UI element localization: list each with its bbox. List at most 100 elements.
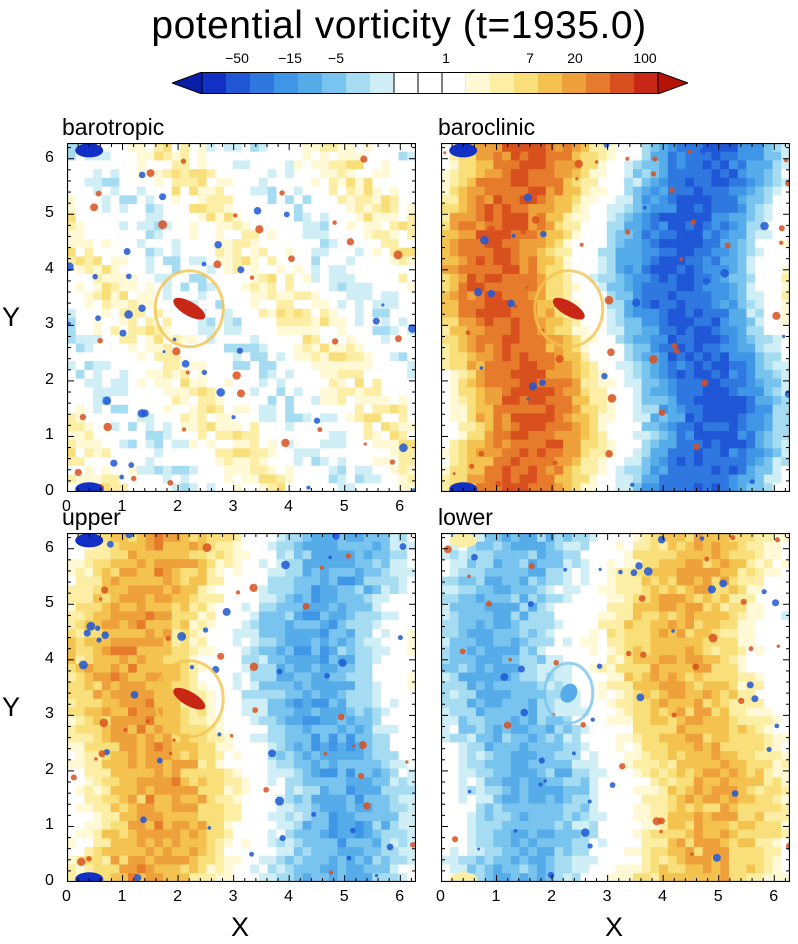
heatmap-cell: [250, 655, 260, 665]
heatmap-cell: [67, 300, 77, 310]
heatmap-cell: [545, 465, 555, 476]
heatmap-cell: [93, 698, 103, 708]
heatmap-cell: [354, 361, 365, 371]
heatmap-cell: [346, 413, 356, 423]
heatmap-cell: [702, 326, 712, 336]
heatmap-cell: [197, 204, 208, 214]
heatmap-cell: [328, 387, 338, 397]
heatmap-cell: [320, 474, 330, 484]
heatmap-cell: [250, 343, 260, 353]
heatmap-cell: [763, 256, 774, 266]
heatmap-cell: [206, 550, 216, 560]
heatmap-cell: [136, 812, 147, 822]
heatmap-cell: [258, 483, 269, 492]
heatmap-cell: [536, 186, 547, 196]
heatmap-cell: [676, 186, 686, 196]
heatmap-cell: [346, 751, 356, 761]
heatmap-cell: [232, 812, 242, 822]
heatmap-cell: [598, 221, 608, 231]
heatmap-cell: [119, 396, 129, 406]
heatmap-cell: [232, 768, 242, 778]
heatmap-cell: [407, 585, 416, 595]
heatmap-cell: [101, 273, 112, 284]
heatmap-cell: [441, 291, 451, 301]
heatmap-cell: [145, 474, 155, 484]
heatmap-cell: [519, 378, 529, 388]
heatmap-cell: [528, 317, 538, 327]
heatmap-cell: [363, 317, 373, 327]
heatmap-cell: [276, 273, 286, 284]
heatmap-cell: [180, 812, 190, 822]
heatmap-cell: [354, 343, 365, 353]
heatmap-cell: [250, 672, 260, 682]
heatmap-cell: [346, 430, 356, 441]
heatmap-cell: [441, 334, 451, 345]
heatmap-barotropic: [67, 143, 416, 492]
heatmap-cell: [615, 265, 625, 275]
heatmap-cell: [75, 567, 85, 578]
small-vortex: [185, 370, 190, 375]
heatmap-cell: [650, 151, 660, 161]
heatmap-cell: [781, 300, 790, 310]
heatmap-cell: [519, 422, 529, 432]
heatmap-cell: [337, 282, 347, 292]
heatmap-cell: [363, 195, 373, 205]
heatmap-cell: [720, 151, 730, 161]
heatmap-cell: [615, 334, 625, 345]
heatmap-cell: [389, 698, 400, 708]
heatmap-cell: [93, 212, 103, 223]
heatmap-cell: [728, 273, 739, 284]
heatmap-cell: [755, 160, 765, 170]
heatmap-cell: [154, 637, 164, 647]
heatmap-cell: [458, 465, 468, 476]
heatmap-cell: [145, 733, 155, 743]
heatmap-cell: [320, 646, 330, 656]
heatmap-cell: [580, 212, 590, 223]
heatmap-cell: [337, 457, 347, 467]
heatmap-cell: [475, 256, 486, 266]
heatmap-cell: [258, 637, 269, 647]
heatmap-cell: [215, 567, 225, 578]
heatmap-cell: [632, 160, 643, 170]
heatmap-cell: [772, 465, 782, 476]
heatmap-cell: [171, 291, 181, 301]
heatmap-cell: [162, 361, 173, 371]
heatmap-cell: [389, 273, 400, 284]
heatmap-cell: [189, 681, 199, 691]
heatmap-cell: [763, 439, 774, 449]
heatmap-cell: [606, 143, 616, 153]
heatmap-cell: [267, 430, 277, 441]
heatmap-cell: [162, 655, 173, 665]
heatmap-cell: [197, 439, 208, 449]
heatmap-cell: [598, 186, 608, 196]
heatmap-cell: [720, 343, 730, 353]
heatmap-cell: [720, 300, 730, 310]
heatmap-cell: [381, 585, 391, 595]
heatmap-cell: [154, 247, 164, 257]
heatmap-cell: [493, 430, 503, 441]
heatmap-cell: [354, 602, 365, 613]
heatmap-cell: [389, 812, 400, 822]
heatmap-cell: [110, 160, 120, 170]
heatmap-cell: [224, 803, 234, 813]
heatmap-cell: [250, 221, 260, 231]
heatmap-cell: [381, 448, 391, 458]
heatmap-cell: [702, 238, 712, 249]
heatmap-cell: [241, 326, 251, 336]
heatmap-cell: [772, 474, 782, 484]
heatmap-cell: [145, 160, 155, 170]
heatmap-cell: [215, 786, 225, 796]
heatmap-cell: [441, 361, 451, 371]
heatmap-cell: [320, 602, 330, 613]
heatmap-cell: [667, 361, 678, 371]
heatmap-cell: [171, 361, 181, 371]
heatmap-cell: [337, 681, 347, 691]
heatmap-cell: [580, 160, 590, 170]
heatmap-cell: [563, 151, 573, 161]
heatmap-cell: [458, 457, 468, 467]
heatmap-cell: [93, 786, 103, 796]
heatmap-cell: [67, 238, 77, 249]
heatmap-cell: [554, 448, 564, 458]
heatmap-cell: [224, 759, 234, 770]
heatmap-cell: [180, 567, 190, 578]
